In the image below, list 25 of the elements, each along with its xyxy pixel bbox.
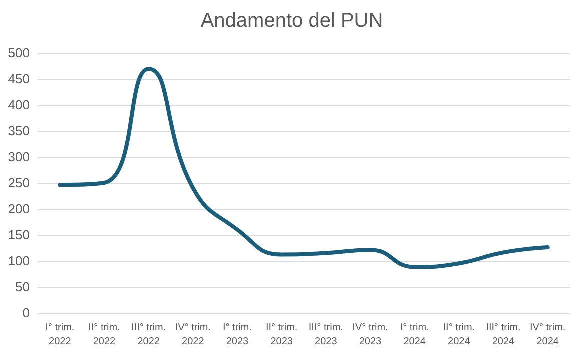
x-tick-label: III° trim. 2022 xyxy=(132,322,166,348)
x-tick-label: II° trim. 2024 xyxy=(443,322,476,348)
y-tick-label: 450 xyxy=(8,72,30,86)
x-tick-label: I° trim. 2023 xyxy=(223,322,252,348)
y-tick-label: 350 xyxy=(8,124,30,138)
y-tick-label: 200 xyxy=(8,202,30,216)
x-tick-label: IV° trim. 2023 xyxy=(352,322,388,348)
x-tick-label: IV° trim. 2024 xyxy=(530,322,566,348)
y-tick-label: 400 xyxy=(8,98,30,112)
x-tick-label: IV° trim. 2022 xyxy=(175,322,212,348)
x-tick-label: II° trim. 2023 xyxy=(266,322,298,348)
y-tick-label: 300 xyxy=(8,150,30,164)
x-tick-label: II° trim. 2022 xyxy=(88,322,120,348)
line-series xyxy=(58,67,550,270)
x-tick-label: III° trim. 2024 xyxy=(486,322,521,348)
y-tick-label: 500 xyxy=(8,46,30,60)
y-tick-label: 50 xyxy=(16,280,30,294)
chart-title: Andamento del PUN xyxy=(200,10,384,32)
y-tick-label: 150 xyxy=(8,228,30,242)
x-tick-label: I° trim. 2022 xyxy=(46,322,75,348)
y-tick-label: 100 xyxy=(8,254,30,268)
y-tick-label: 0 xyxy=(22,306,30,320)
y-tick-label: 250 xyxy=(8,176,30,190)
x-tick-label: III° trim. 2023 xyxy=(308,322,344,348)
x-tick-label: I° trim. 2024 xyxy=(400,322,430,348)
